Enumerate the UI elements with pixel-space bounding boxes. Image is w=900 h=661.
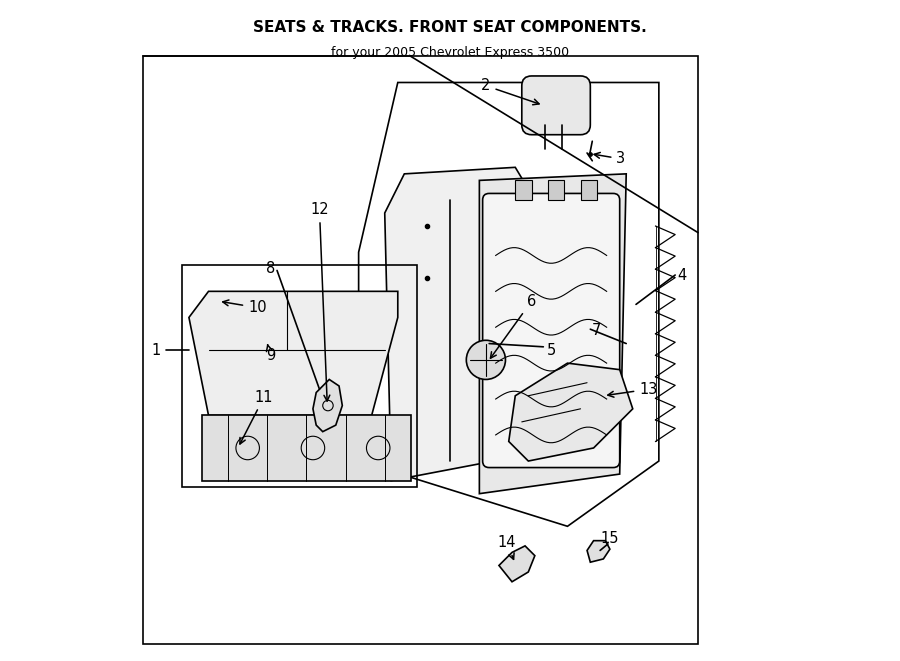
Text: 14: 14 — [498, 535, 516, 559]
Text: 5: 5 — [546, 342, 556, 358]
Bar — [516, 180, 532, 200]
Text: 4: 4 — [677, 268, 687, 282]
Polygon shape — [313, 379, 342, 432]
Polygon shape — [499, 546, 535, 582]
Text: 6: 6 — [491, 293, 536, 358]
Polygon shape — [480, 174, 626, 494]
Text: for your 2005 Chevrolet Express 3500: for your 2005 Chevrolet Express 3500 — [331, 46, 569, 59]
Text: 10: 10 — [222, 300, 266, 315]
Polygon shape — [508, 363, 633, 461]
Text: 11: 11 — [240, 389, 274, 444]
Text: 7: 7 — [592, 323, 601, 338]
Text: 3: 3 — [594, 151, 625, 167]
Bar — [202, 415, 410, 481]
Text: 13: 13 — [608, 382, 658, 397]
Circle shape — [466, 340, 506, 379]
Text: 2: 2 — [482, 78, 539, 104]
Text: 9: 9 — [266, 344, 275, 363]
Bar — [548, 180, 564, 200]
Bar — [183, 265, 418, 487]
Text: 1: 1 — [152, 342, 161, 358]
FancyBboxPatch shape — [482, 194, 620, 467]
Text: 15: 15 — [600, 531, 619, 545]
Polygon shape — [587, 541, 610, 563]
Text: 8: 8 — [266, 261, 275, 276]
Polygon shape — [189, 292, 398, 415]
FancyBboxPatch shape — [522, 76, 590, 135]
Text: 12: 12 — [310, 202, 329, 401]
Text: SEATS & TRACKS. FRONT SEAT COMPONENTS.: SEATS & TRACKS. FRONT SEAT COMPONENTS. — [253, 20, 647, 35]
Polygon shape — [384, 167, 535, 481]
Bar — [580, 180, 597, 200]
